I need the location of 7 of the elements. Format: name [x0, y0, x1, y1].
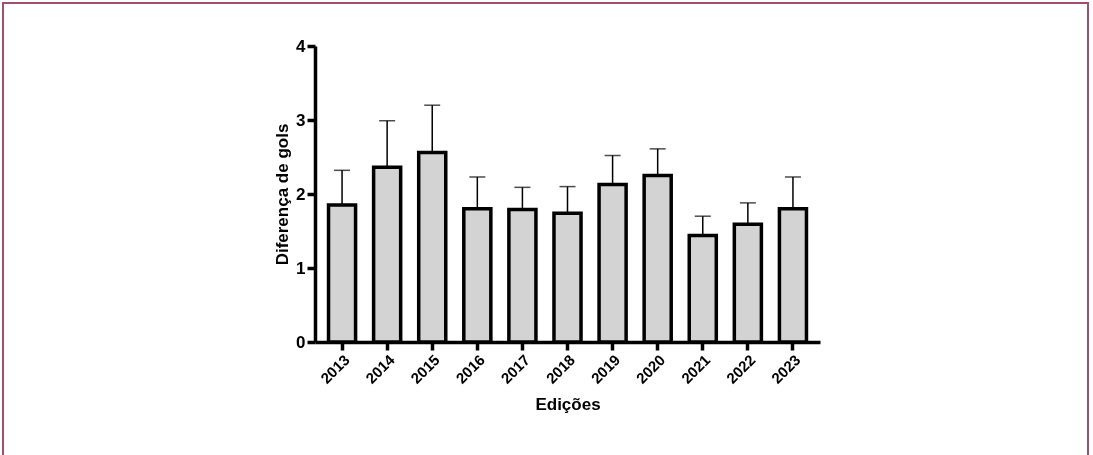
- y-axis-title: Diferença de gols: [273, 123, 293, 266]
- y-tick-label: 4: [296, 36, 307, 56]
- y-tick-label: 1: [296, 258, 306, 278]
- x-axis-title: Edições: [535, 394, 601, 414]
- y-tick-label: 3: [296, 110, 306, 130]
- y-tick-label: 2: [296, 184, 306, 204]
- y-tick-label: 0: [296, 332, 306, 352]
